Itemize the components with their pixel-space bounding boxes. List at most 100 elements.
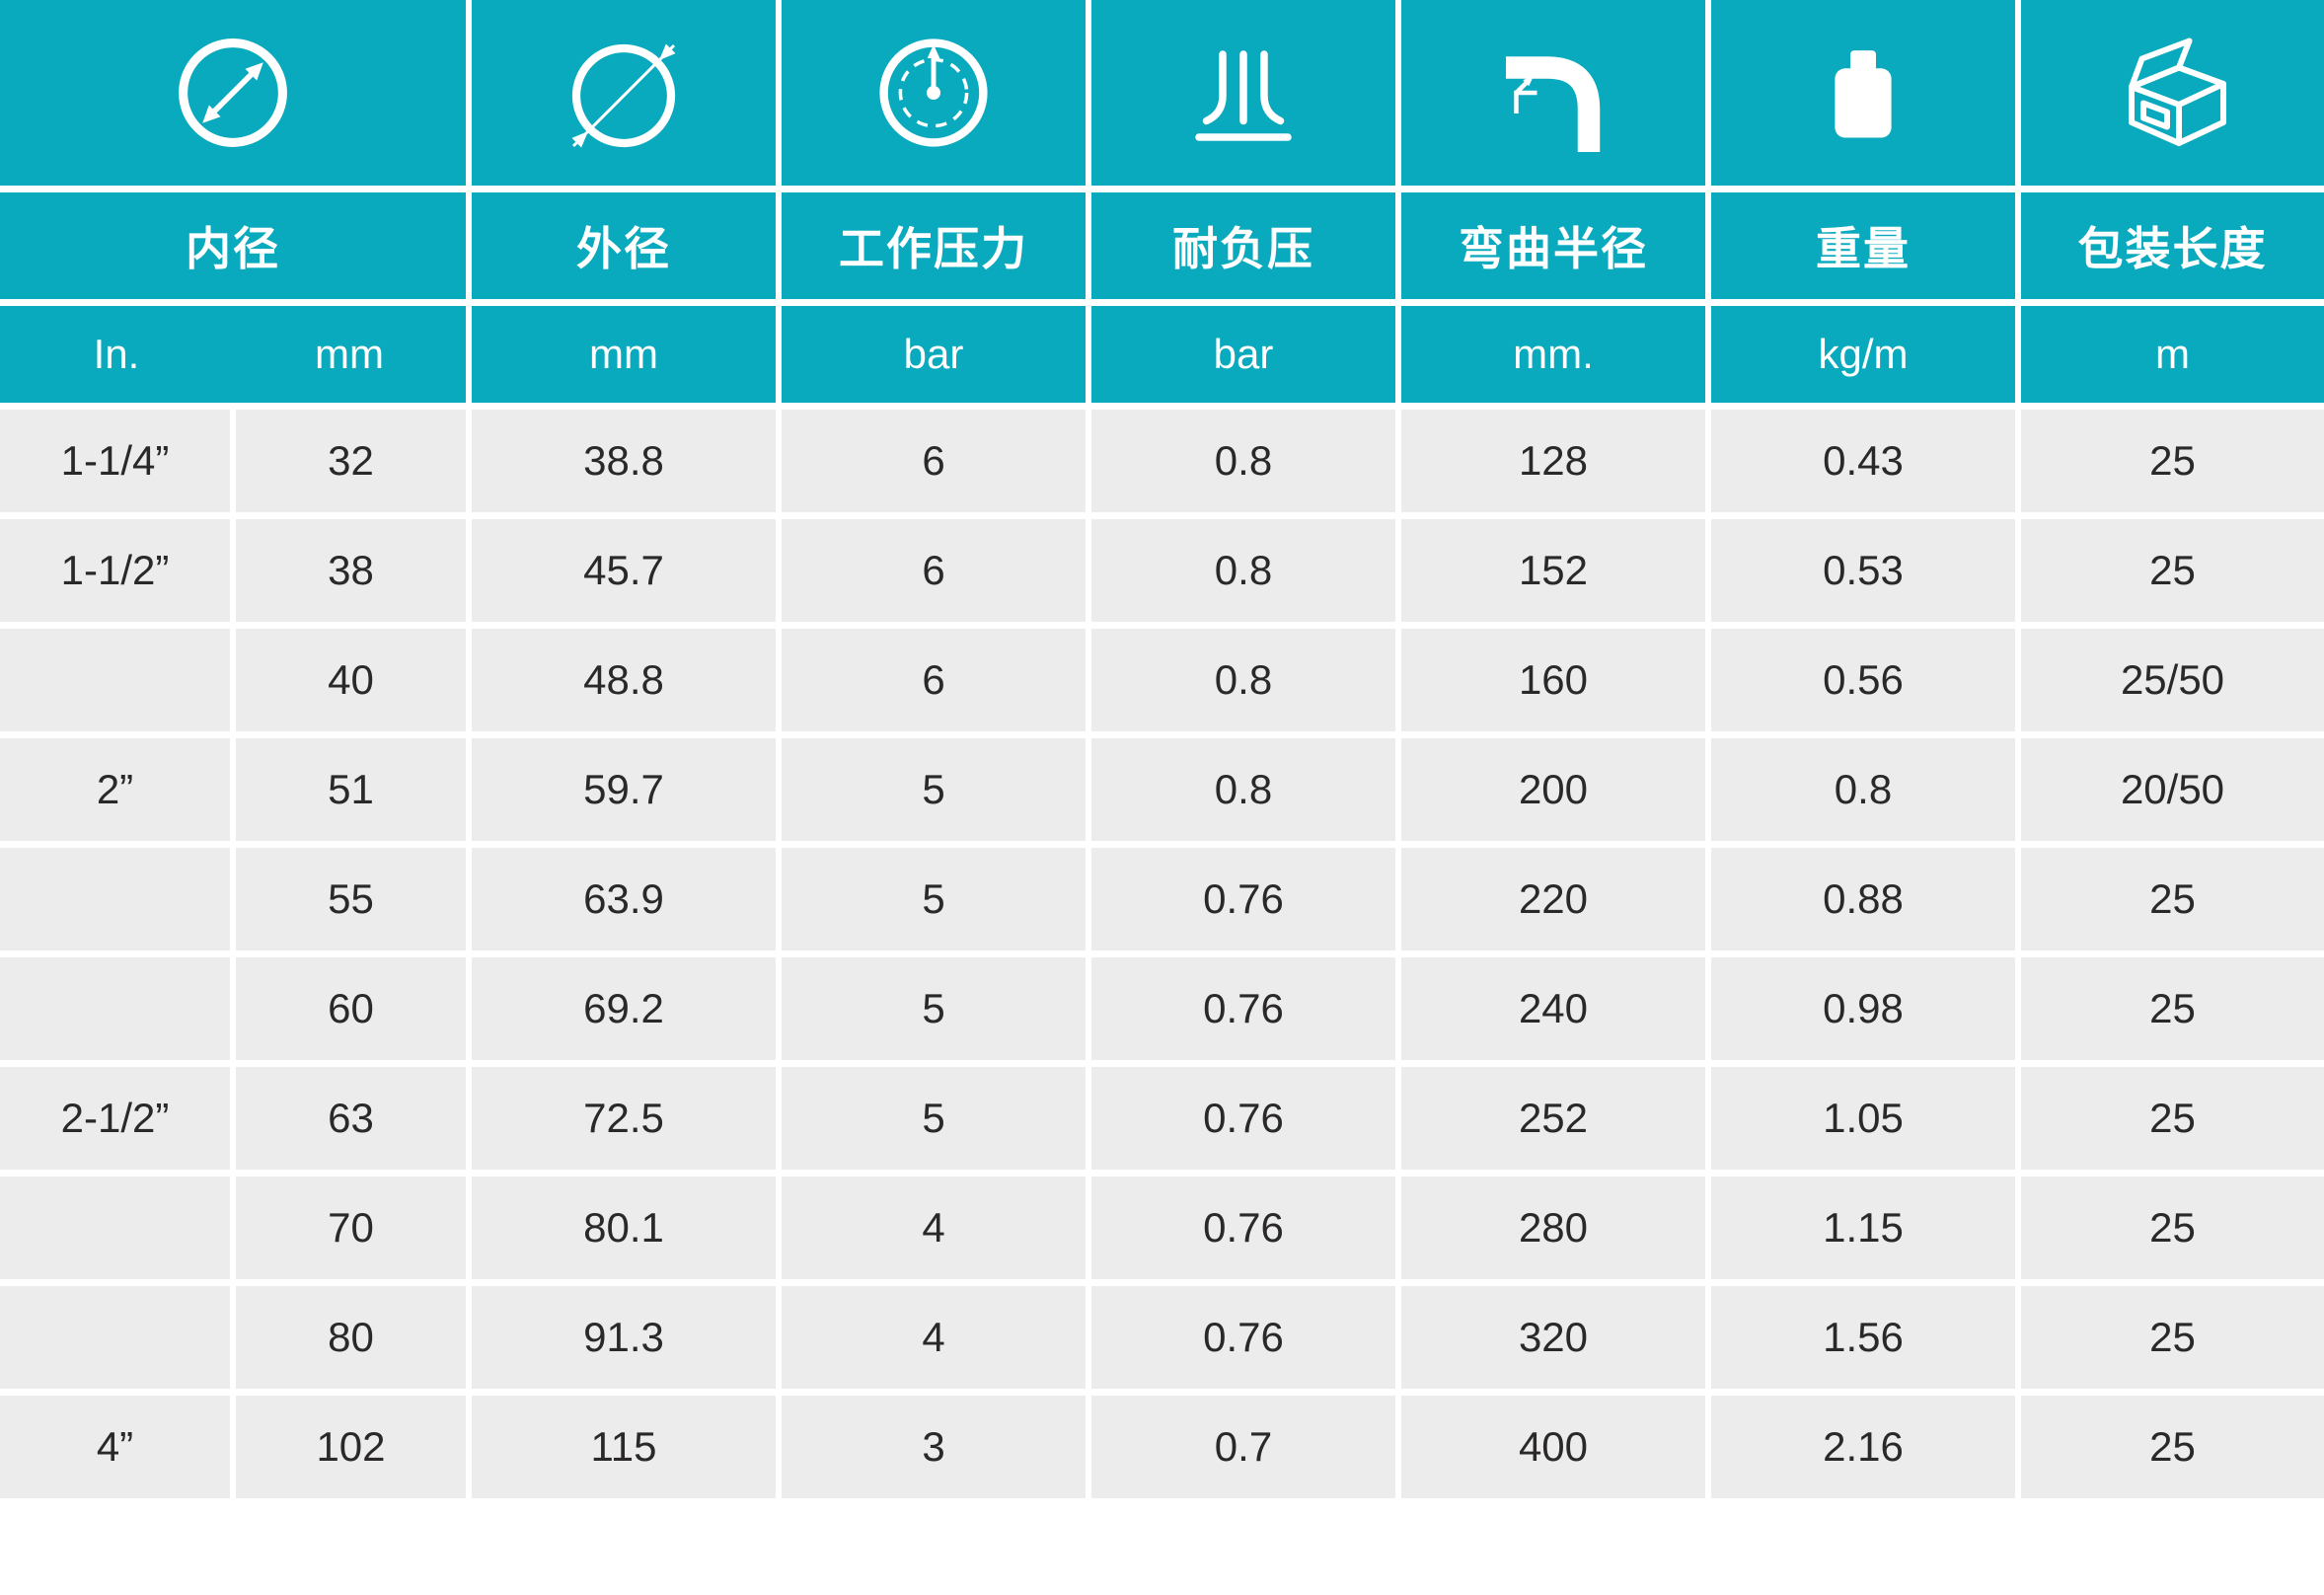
data-cell: 63: [236, 1067, 466, 1170]
data-cell: 20/50: [2021, 738, 2324, 841]
data-cell: [0, 1286, 230, 1389]
hose-spec-table: 内径 外径 工作压力 耐负压 弯曲半径 重量 包装长度 In. mm mm ba…: [0, 0, 2324, 1498]
data-cell: 91.3: [472, 1286, 776, 1389]
data-cell: 25: [2021, 1177, 2324, 1279]
data-cell: 0.76: [1091, 1177, 1395, 1279]
data-cell: 2-1/2”: [0, 1067, 230, 1170]
data-cell: 70: [236, 1177, 466, 1279]
unit-mm: mm: [315, 331, 384, 377]
data-cell: 0.8: [1091, 410, 1395, 512]
data-cell: 4: [782, 1177, 1086, 1279]
data-cell: 40: [236, 629, 466, 731]
weight-icon: [1711, 0, 2015, 186]
data-cell: 1.05: [1711, 1067, 2015, 1170]
data-cell: 38: [236, 519, 466, 622]
data-cell: 5: [782, 848, 1086, 950]
col-header-working-pressure: 工作压力: [782, 192, 1086, 299]
col-header-vacuum: 耐负压: [1091, 192, 1395, 299]
col-header-package-length: 包装长度: [2021, 192, 2324, 299]
package-box-icon: [2021, 0, 2324, 186]
data-cell: 0.53: [1711, 519, 2015, 622]
data-cell: 0.76: [1091, 848, 1395, 950]
col-header-weight: 重量: [1711, 192, 2015, 299]
data-cell: 45.7: [472, 519, 776, 622]
data-cell: 0.7: [1091, 1396, 1395, 1498]
data-cell: 3: [782, 1396, 1086, 1498]
data-cell: 5: [782, 1067, 1086, 1170]
data-cell: [0, 629, 230, 731]
data-cell: [0, 1177, 230, 1279]
unit-inch: In.: [93, 331, 140, 377]
col-header-bend-radius: 弯曲半径: [1401, 192, 1705, 299]
unit-working-pressure: bar: [782, 306, 1086, 403]
data-cell: 1-1/2”: [0, 519, 230, 622]
data-cell: 240: [1401, 957, 1705, 1060]
col-header-inner-diameter: 内径: [0, 192, 466, 299]
data-cell: 1.15: [1711, 1177, 2015, 1279]
data-cell: 128: [1401, 410, 1705, 512]
data-cell: 320: [1401, 1286, 1705, 1389]
data-cell: 102: [236, 1396, 466, 1498]
data-cell: 25: [2021, 1067, 2324, 1170]
data-cell: 0.8: [1091, 519, 1395, 622]
data-cell: 51: [236, 738, 466, 841]
data-cell: 6: [782, 519, 1086, 622]
data-cell: 80.1: [472, 1177, 776, 1279]
unit-package-length: m: [2021, 306, 2324, 403]
data-cell: 160: [1401, 629, 1705, 731]
unit-inner-diameter: In. mm: [0, 306, 466, 403]
data-cell: 5: [782, 957, 1086, 1060]
data-cell: 0.88: [1711, 848, 2015, 950]
bend-radius-icon: [1401, 0, 1705, 186]
data-cell: 38.8: [472, 410, 776, 512]
data-cell: 0.98: [1711, 957, 2015, 1060]
data-cell: 25/50: [2021, 629, 2324, 731]
data-cell: 6: [782, 410, 1086, 512]
data-cell: 200: [1401, 738, 1705, 841]
data-cell: 5: [782, 738, 1086, 841]
data-cell: 48.8: [472, 629, 776, 731]
data-cell: 1.56: [1711, 1286, 2015, 1389]
outer-diameter-icon: [472, 0, 776, 186]
unit-weight: kg/m: [1711, 306, 2015, 403]
data-cell: 280: [1401, 1177, 1705, 1279]
data-cell: 0.8: [1091, 629, 1395, 731]
data-cell: [0, 848, 230, 950]
data-cell: 152: [1401, 519, 1705, 622]
data-cell: 400: [1401, 1396, 1705, 1498]
data-cell: 0.76: [1091, 1067, 1395, 1170]
data-cell: 115: [472, 1396, 776, 1498]
data-cell: 25: [2021, 410, 2324, 512]
data-cell: 63.9: [472, 848, 776, 950]
unit-outer-diameter: mm: [472, 306, 776, 403]
unit-vacuum: bar: [1091, 306, 1395, 403]
data-cell: 32: [236, 410, 466, 512]
data-cell: 252: [1401, 1067, 1705, 1170]
data-cell: 0.8: [1091, 738, 1395, 841]
pressure-gauge-icon: [782, 0, 1086, 186]
data-cell: 25: [2021, 848, 2324, 950]
data-cell: [0, 957, 230, 1060]
data-cell: 0.56: [1711, 629, 2015, 731]
data-cell: 69.2: [472, 957, 776, 1060]
data-cell: 2.16: [1711, 1396, 2015, 1498]
data-cell: 0.8: [1711, 738, 2015, 841]
vacuum-resistance-icon: [1091, 0, 1395, 186]
data-cell: 59.7: [472, 738, 776, 841]
data-cell: 220: [1401, 848, 1705, 950]
data-cell: 25: [2021, 957, 2324, 1060]
col-header-outer-diameter: 外径: [472, 192, 776, 299]
data-cell: 25: [2021, 1396, 2324, 1498]
data-cell: 0.76: [1091, 957, 1395, 1060]
data-cell: 4”: [0, 1396, 230, 1498]
inner-diameter-icon: [0, 0, 466, 186]
data-cell: 1-1/4”: [0, 410, 230, 512]
data-cell: 0.43: [1711, 410, 2015, 512]
data-cell: 2”: [0, 738, 230, 841]
data-cell: 0.76: [1091, 1286, 1395, 1389]
data-cell: 80: [236, 1286, 466, 1389]
data-cell: 72.5: [472, 1067, 776, 1170]
data-cell: 55: [236, 848, 466, 950]
unit-bend-radius: mm.: [1401, 306, 1705, 403]
data-cell: 25: [2021, 1286, 2324, 1389]
